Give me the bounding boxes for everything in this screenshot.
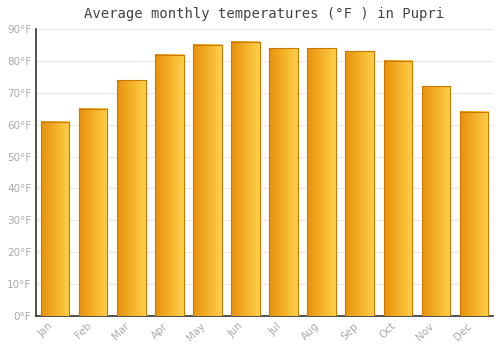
Title: Average monthly temperatures (°F ) in Pupri: Average monthly temperatures (°F ) in Pu… xyxy=(84,7,444,21)
